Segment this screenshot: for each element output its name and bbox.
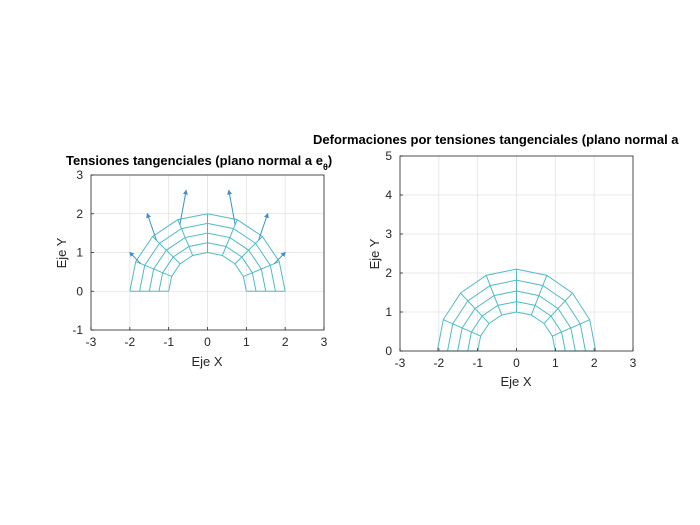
left-xtick-label: -1 bbox=[163, 335, 174, 349]
left-xtick-label: -3 bbox=[86, 335, 97, 349]
right-mesh-spoke bbox=[460, 292, 490, 324]
left-ytick-label: 1 bbox=[76, 246, 83, 260]
right-xtick-label: 3 bbox=[630, 356, 637, 370]
right-x-ticks: -3 -2 -1 0 1 2 3 bbox=[395, 348, 637, 370]
left-ylabel: Eje Y bbox=[54, 237, 69, 268]
left-xtick-label: 0 bbox=[204, 335, 211, 349]
right-ytick-label: 5 bbox=[385, 149, 392, 163]
left-stress-arrow bbox=[273, 251, 286, 265]
left-arrows bbox=[129, 189, 286, 265]
left-ytick-label: -1 bbox=[72, 323, 83, 337]
right-ytick-label: 3 bbox=[385, 227, 392, 241]
right-ytick-label: 4 bbox=[385, 188, 392, 202]
left-mesh-spoke bbox=[243, 261, 280, 277]
left-ytick-label: 0 bbox=[76, 284, 83, 298]
right-mesh-spoke bbox=[530, 275, 548, 316]
right-ytick-label: 2 bbox=[385, 266, 392, 280]
left-xlabel: Eje X bbox=[191, 354, 222, 369]
right-axes: -3 -2 -1 0 1 2 3 0 1 2 3 4 5 Deformaciones por tens… bbox=[313, 132, 679, 389]
right-xlabel: Eje X bbox=[500, 374, 531, 389]
right-mesh-spoke bbox=[552, 319, 590, 337]
right-xtick-label: -3 bbox=[395, 356, 406, 370]
right-mesh-spoke bbox=[485, 275, 503, 316]
left-stress-arrow bbox=[258, 212, 269, 241]
left-xtick-label: -2 bbox=[124, 335, 135, 349]
left-mesh-spoke bbox=[221, 219, 238, 256]
left-stress-arrow bbox=[129, 251, 142, 265]
left-mesh-spoke bbox=[177, 219, 194, 256]
left-xtick-label: 1 bbox=[243, 335, 250, 349]
right-title: Deformaciones por tensiones tangenciales… bbox=[313, 132, 679, 147]
right-xtick-label: 0 bbox=[513, 356, 520, 370]
right-mesh-spoke bbox=[543, 292, 573, 324]
left-ytick-label: 2 bbox=[76, 207, 83, 221]
left-stress-arrow bbox=[179, 189, 188, 225]
left-title-subscript: θ bbox=[323, 162, 328, 172]
right-xtick-label: 1 bbox=[552, 356, 559, 370]
left-stress-arrow bbox=[227, 189, 236, 225]
left-xtick-label: 3 bbox=[321, 335, 328, 349]
right-y-ticks: 0 1 2 3 4 5 bbox=[385, 149, 403, 358]
left-mesh bbox=[129, 213, 286, 292]
left-y-ticks: -1 0 1 2 3 bbox=[72, 168, 94, 337]
right-ytick-label: 1 bbox=[385, 305, 392, 319]
right-ytick-label: 0 bbox=[385, 344, 392, 358]
right-xtick-label: 2 bbox=[591, 356, 598, 370]
right-xtick-label: -1 bbox=[472, 356, 483, 370]
left-title-suffix: ) bbox=[328, 153, 332, 168]
left-mesh-spoke bbox=[135, 261, 172, 277]
left-title-main: Tensiones tangenciales (plano normal a e bbox=[66, 153, 323, 168]
left-mesh-spoke bbox=[234, 236, 263, 265]
left-x-ticks: -3 -2 -1 0 1 2 3 bbox=[86, 327, 328, 349]
left-ytick-label: 3 bbox=[76, 168, 83, 182]
left-stress-arrow bbox=[146, 212, 157, 241]
right-xtick-label: -2 bbox=[433, 356, 444, 370]
right-mesh-spoke bbox=[443, 319, 481, 337]
left-xtick-label: 2 bbox=[282, 335, 289, 349]
right-ylabel: Eje Y bbox=[367, 238, 382, 269]
left-axes: -3 -2 -1 0 1 2 3 -1 0 1 2 3 Tensiones tangenciales… bbox=[54, 153, 332, 369]
left-mesh-spoke bbox=[152, 236, 181, 265]
left-title: Tensiones tangenciales (plano normal a e… bbox=[66, 153, 332, 172]
